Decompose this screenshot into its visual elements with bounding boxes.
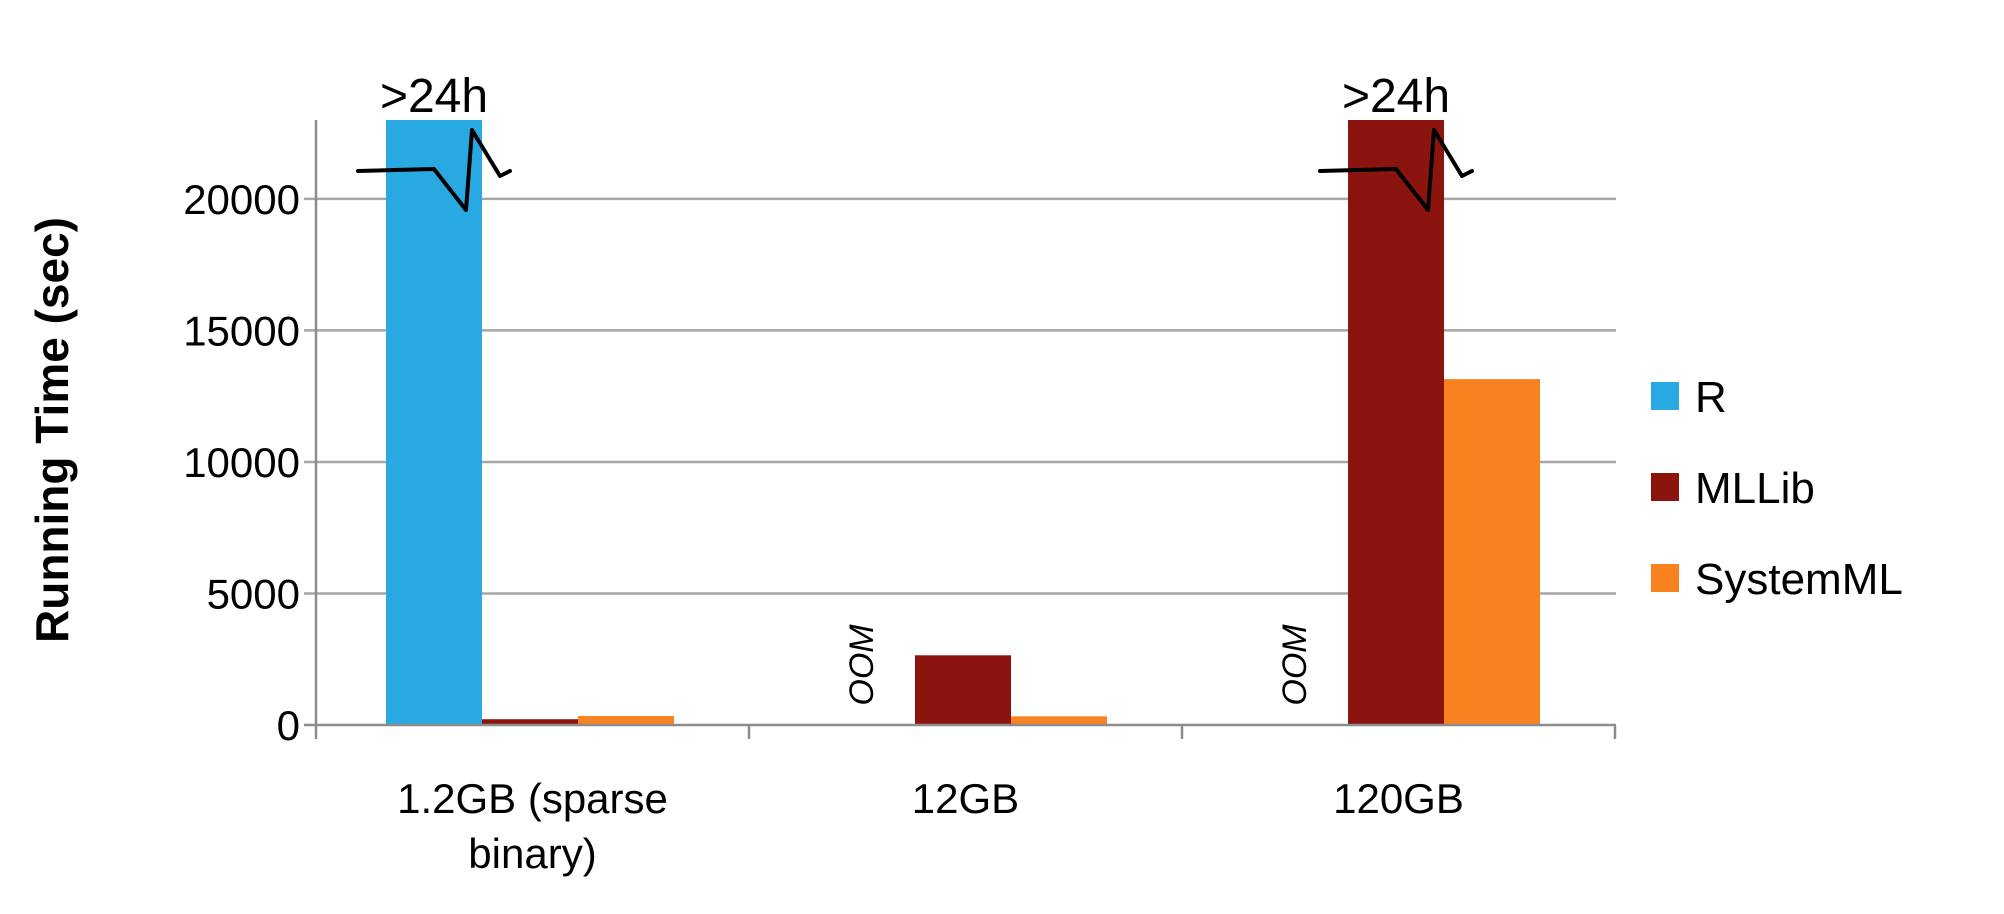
bar-mllib-0 bbox=[482, 719, 578, 725]
y-tick-label: 0 bbox=[277, 702, 300, 749]
oom-label: OOM bbox=[843, 624, 881, 706]
y-axis-label: Running Time (sec) bbox=[26, 217, 78, 643]
legend-label-r: R bbox=[1695, 373, 1727, 422]
x-tick-labels: 1.2GB (sparse binary) 12GB 120GB bbox=[397, 775, 1464, 877]
y-tick-label: 10000 bbox=[183, 439, 300, 486]
legend-label-systemml: SystemML bbox=[1695, 555, 1903, 604]
annotations: >24h >24h OOM OOM bbox=[356, 70, 1474, 706]
legend-label-mllib: MLLib bbox=[1695, 464, 1815, 513]
bars bbox=[386, 120, 1540, 725]
break-mark-icon bbox=[356, 128, 512, 212]
bar-r-0 bbox=[386, 120, 482, 725]
axes bbox=[304, 120, 1617, 739]
x-tick-label: 120GB bbox=[1333, 775, 1464, 822]
x-tick-label-line: 1.2GB (sparse bbox=[397, 775, 668, 822]
y-tick-label: 20000 bbox=[183, 176, 300, 223]
legend-swatch-mllib bbox=[1651, 473, 1679, 501]
x-tick-label: 1.2GB (sparse binary) bbox=[397, 775, 668, 877]
bar-mllib-2 bbox=[1348, 120, 1444, 725]
bar-systemml-1 bbox=[1011, 716, 1107, 725]
bar-mllib-1 bbox=[915, 655, 1011, 725]
bar-systemml-0 bbox=[578, 716, 674, 725]
x-tick-label-line: 12GB bbox=[912, 775, 1019, 822]
x-tick-label: 12GB bbox=[912, 775, 1019, 822]
bar-systemml-2 bbox=[1444, 379, 1540, 725]
x-tick-label-line: 120GB bbox=[1333, 775, 1464, 822]
x-tick-label-line: binary) bbox=[468, 830, 596, 877]
y-tick-label: 5000 bbox=[207, 570, 300, 617]
oom-label: OOM bbox=[1276, 624, 1314, 706]
break-mark-icon bbox=[1318, 128, 1474, 212]
legend-swatch-systemml bbox=[1651, 564, 1679, 592]
y-tick-labels: 0 5000 10000 15000 20000 bbox=[183, 176, 300, 749]
legend-swatch-r bbox=[1651, 382, 1679, 410]
legend: R MLLib SystemML bbox=[1651, 373, 1903, 604]
truncation-label: >24h bbox=[1342, 70, 1450, 123]
y-tick-label: 15000 bbox=[183, 307, 300, 354]
truncation-label: >24h bbox=[380, 70, 488, 123]
